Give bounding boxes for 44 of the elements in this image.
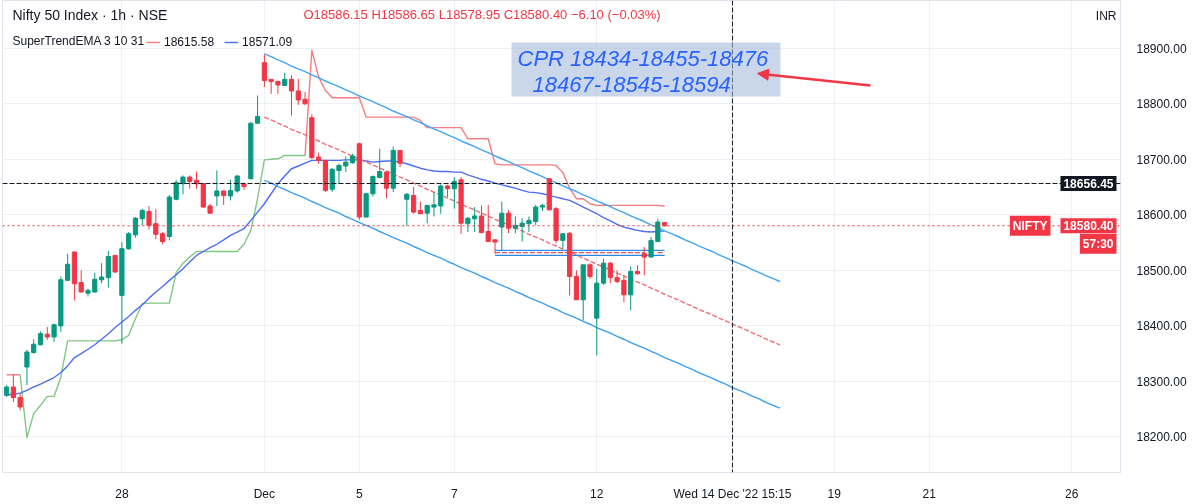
candlestick [573,269,580,301]
chart-title: Nifty 50 Index · 1h · NSE [12,6,168,23]
ref-line-label: 18580.40 [1063,219,1114,234]
y-tick-label: 18400.00 [1136,319,1187,334]
annotation: NIFTY [1012,218,1048,233]
x-tick-label: 19 [827,486,842,501]
candlestick [499,201,505,251]
x-tick-label: 26 [1064,486,1079,501]
x-tick-label: Wed 14 Dec '22 15:15 [673,486,792,501]
x-tick-label: Dec [253,486,276,501]
x-tick-label: 28 [115,486,129,501]
annotation: CPR 18434-18455-18476 [517,46,770,71]
line-series [263,116,781,346]
y-tick-label: 18600.00 [1136,208,1187,223]
x-tick-label: 12 [590,486,604,501]
text: O18586.15 H18586.65 L18578.95 C18580.40 −6.10 (−0.03%) [303,7,661,22]
legend-label: 18615.58 [164,35,215,49]
x-tick-label: 7 [450,486,458,501]
y-tick-label: 18300.00 [1136,374,1187,389]
y-tick-label: 18200.00 [1136,430,1187,445]
candlestick [628,265,634,311]
line-series [19,154,306,439]
x-tick-label: 5 [356,486,363,501]
line-series [263,179,781,409]
x-tick-label: 21 [922,486,937,501]
y-tick-label: 18500.00 [1136,263,1187,278]
annotation: 57:30 [1082,236,1114,251]
y-tick-label: 18700.00 [1136,152,1187,167]
y-tick-label: 18900.00 [1136,41,1187,56]
candlestick [105,250,111,289]
legend-title: SuperTrendEMA 3 10 31 [12,33,145,48]
candlestick [288,74,295,116]
ref-line-label: 18656.45 [1063,177,1114,191]
candlestick [404,192,410,227]
candlestick [383,171,390,199]
candlestick [214,169,220,207]
legend-label: 18571.09 [242,35,293,49]
candlestick [411,186,417,215]
candlestick [641,246,647,276]
y-tick-label: 18800.00 [1136,97,1187,112]
line-series [263,53,781,283]
annotation: 18467-18545-18594 [532,72,731,97]
candlestick [560,233,566,250]
y-axis-title: INR [1095,8,1117,23]
